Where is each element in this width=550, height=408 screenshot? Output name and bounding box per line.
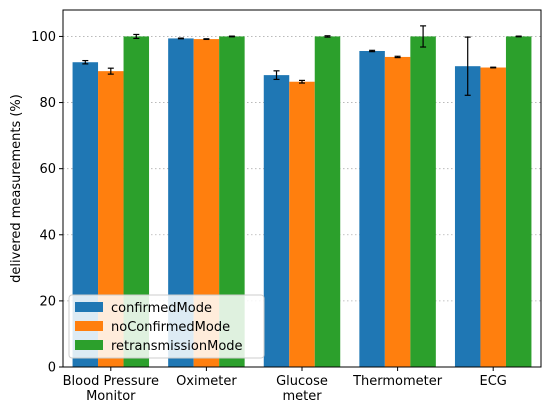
y-tick-label: 100: [31, 30, 56, 45]
x-tick-label: Thermometer: [352, 374, 443, 389]
legend-label-noConfirmedMode: noConfirmedMode: [111, 320, 230, 335]
x-tick-label: Blood Pressure Monitor: [63, 374, 159, 404]
y-tick-label: 80: [39, 96, 56, 111]
y-tick-label: 40: [39, 228, 56, 243]
bar-confirmedMode-3: [359, 50, 385, 367]
bar-noConfirmedMode-4: [480, 67, 506, 368]
bar-confirmedMode-2: [263, 75, 290, 367]
y-tick-label: 20: [39, 294, 56, 309]
y-axis-label: delivered measurements (%): [9, 94, 24, 283]
legend-swatch-retransmissionMode: [75, 340, 103, 350]
legend-swatch-confirmedMode: [75, 302, 103, 312]
legend-box: [68, 294, 265, 359]
x-tick-label: Oximeter: [176, 374, 237, 389]
bar-noConfirmedMode-2: [289, 81, 315, 367]
legend-label-retransmissionMode: retransmissionMode: [111, 339, 243, 354]
x-tick-label: ECG: [480, 374, 507, 389]
legend-swatch-noConfirmedMode: [75, 321, 103, 331]
bar-retransmissionMode-2: [314, 36, 341, 367]
y-tick-label: 0: [48, 361, 56, 376]
bar-retransmissionMode-3: [410, 36, 436, 367]
x-tick-label: Glucose meter: [276, 374, 328, 404]
bar-retransmissionMode-4: [505, 36, 532, 367]
y-tick-label: 60: [39, 162, 56, 177]
bar-confirmedMode-4: [454, 66, 481, 367]
bar-noConfirmedMode-3: [384, 56, 411, 367]
legend-label-confirmedMode: confirmedMode: [111, 301, 212, 316]
